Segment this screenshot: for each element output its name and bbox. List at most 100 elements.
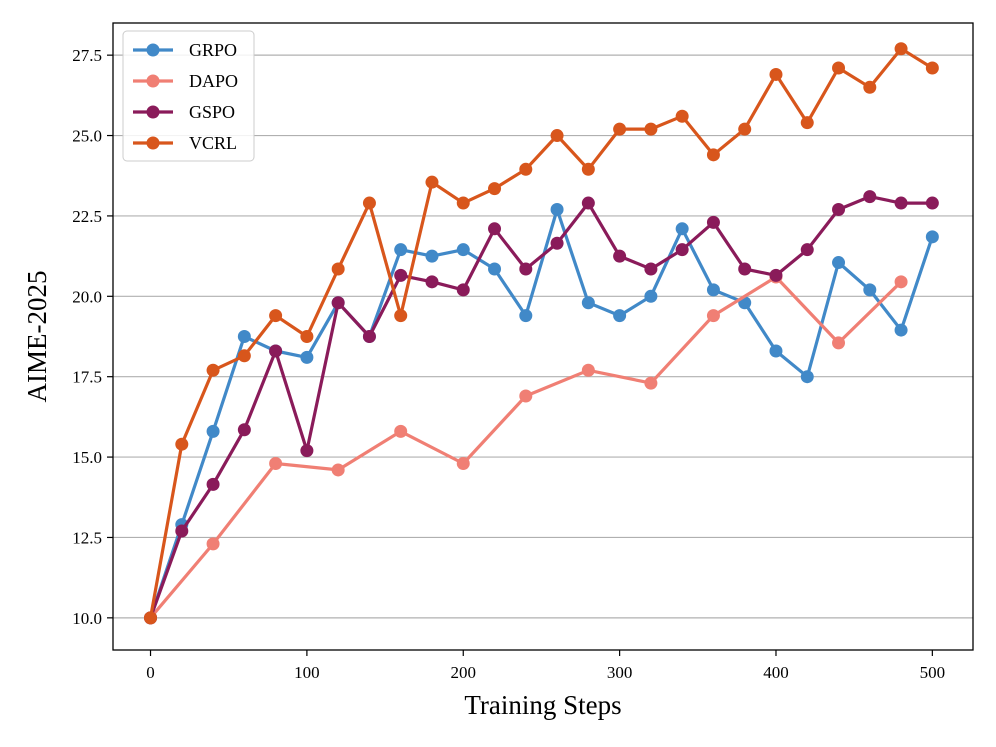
- gspo-point: [300, 444, 314, 458]
- y-axis-label: AIME-2025: [22, 271, 52, 403]
- y-tick-label: 15.0: [72, 448, 102, 467]
- legend-swatch-marker: [146, 43, 160, 57]
- gspo-point: [362, 330, 376, 343]
- dapo-point: [269, 457, 283, 471]
- gspo-point: [706, 215, 720, 229]
- grpo-point: [519, 309, 533, 323]
- gspo-point: [769, 268, 783, 282]
- grid-lines: [113, 54, 973, 619]
- vcrl-point: [706, 148, 720, 162]
- grpo-point: [644, 289, 658, 303]
- series-grpo: [144, 202, 939, 625]
- gspo-point: [675, 243, 689, 257]
- y-tick-label: 12.5: [72, 528, 102, 547]
- gspo-point: [581, 196, 595, 210]
- vcrl-point: [894, 42, 908, 56]
- dapo-point: [706, 309, 720, 323]
- grpo-point: [863, 283, 877, 297]
- legend-swatch-marker: [146, 105, 160, 119]
- dapo-point: [644, 376, 658, 390]
- vcrl-point: [331, 262, 345, 276]
- vcrl-point: [456, 196, 470, 210]
- grpo-point: [675, 222, 689, 236]
- grpo-point: [706, 283, 720, 297]
- vcrl-point: [675, 109, 689, 123]
- grpo-point: [832, 256, 846, 270]
- x-axis-label: Training Steps: [464, 690, 621, 720]
- vcrl-point: [613, 122, 627, 136]
- grpo-point: [237, 330, 251, 343]
- y-tick-label: 20.0: [72, 287, 102, 306]
- legend-label: DAPO: [189, 71, 238, 91]
- vcrl-point: [237, 349, 251, 363]
- dapo-line: [149, 275, 903, 619]
- series-dapo: [144, 270, 908, 625]
- vcrl-point: [832, 61, 846, 75]
- gspo-point: [800, 243, 814, 257]
- gspo-point: [237, 423, 251, 437]
- legend-swatch-marker: [146, 74, 160, 88]
- gspo-point: [644, 262, 658, 276]
- x-tick-label: 300: [607, 663, 633, 682]
- gspo-point: [613, 249, 627, 263]
- gspo-point: [456, 283, 470, 297]
- vcrl-point: [644, 122, 658, 136]
- legend: GRPO DAPO GSPO VCRL: [122, 30, 255, 162]
- legend-item-gspo: GSPO: [133, 102, 235, 122]
- vcrl-point: [488, 182, 502, 196]
- series-layer: [144, 42, 939, 625]
- vcrl-point: [550, 129, 564, 143]
- vcrl-point: [362, 196, 376, 210]
- vcrl-point: [519, 162, 533, 176]
- gspo-line: [148, 195, 933, 619]
- legend-label: VCRL: [189, 133, 237, 153]
- grpo-point: [894, 323, 908, 337]
- dapo-point: [394, 424, 408, 438]
- vcrl-point: [769, 67, 783, 81]
- dapo-point: [519, 389, 533, 403]
- grpo-point: [206, 424, 220, 438]
- grpo-point: [394, 243, 408, 257]
- gspo-point: [488, 222, 502, 236]
- gspo-point: [925, 196, 939, 210]
- vcrl-point: [269, 309, 283, 323]
- grpo-point: [425, 249, 439, 263]
- gspo-point: [894, 196, 908, 210]
- vcrl-point: [206, 363, 220, 377]
- vcrl-point: [800, 116, 814, 130]
- y-tick-label: 10.0: [72, 609, 102, 628]
- vcrl-point: [425, 175, 439, 189]
- x-tick-label: 500: [920, 663, 946, 682]
- vcrl-point: [175, 437, 189, 451]
- grpo-point: [613, 309, 627, 323]
- gspo-point: [863, 190, 877, 204]
- legend-swatch-marker: [146, 136, 160, 150]
- series-vcrl: [144, 42, 939, 625]
- vcrl-line: [148, 47, 934, 619]
- plot-frame: [112, 22, 974, 651]
- vcrl-point: [738, 122, 752, 136]
- dapo-point: [832, 336, 846, 350]
- x-tick-label: 0: [146, 663, 155, 682]
- gspo-point: [175, 524, 189, 538]
- vcrl-point: [300, 330, 314, 343]
- legend-box: [122, 30, 255, 162]
- gspo-point: [519, 262, 533, 276]
- grpo-point: [550, 202, 564, 216]
- y-tick-label: 25.0: [72, 127, 102, 146]
- grpo-point: [769, 344, 783, 358]
- dapo-point: [894, 275, 908, 289]
- grpo-point: [800, 370, 814, 384]
- vcrl-point: [144, 611, 158, 625]
- dapo-point: [581, 363, 595, 377]
- gspo-point: [269, 344, 283, 358]
- gspo-point: [394, 268, 408, 282]
- series-gspo: [144, 190, 939, 625]
- x-tick-label: 200: [451, 663, 477, 682]
- grpo-point: [581, 296, 595, 310]
- gspo-point: [550, 236, 564, 250]
- y-axis-ticks: 10.0 12.5 15.0 17.5 20.0 22.5 25.0 27.5: [72, 46, 113, 628]
- x-tick-label: 100: [294, 663, 320, 682]
- y-tick-label: 22.5: [72, 207, 102, 226]
